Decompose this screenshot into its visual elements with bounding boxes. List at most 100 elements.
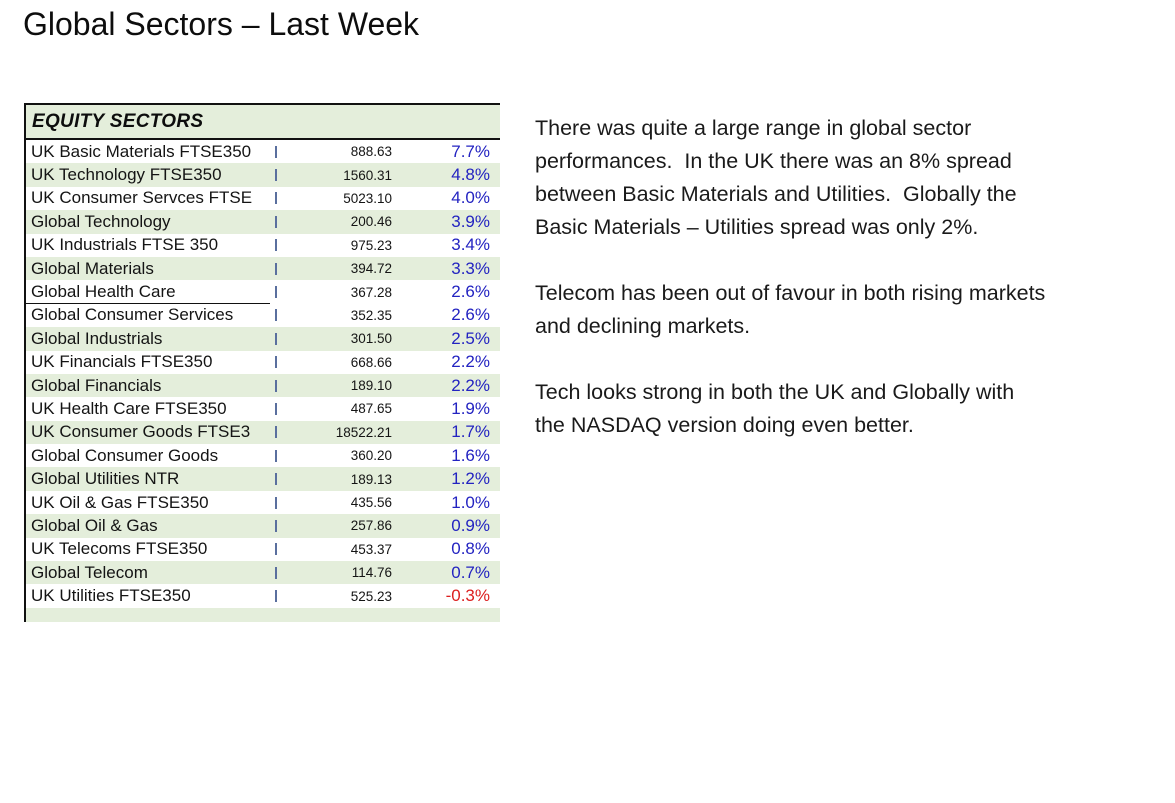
sector-name: Global Materials — [31, 258, 154, 278]
tick-bar-icon — [275, 145, 277, 158]
column-divider-tick-icon — [270, 449, 282, 462]
column-divider-tick-icon — [270, 262, 282, 275]
table-row: Global Oil & Gas 257.86 0.9% — [26, 514, 500, 538]
sector-name: UK Industrials FTSE 350 — [31, 235, 219, 255]
tick-bar-icon — [275, 426, 277, 439]
sector-name: Global Industrials — [31, 328, 163, 348]
weekly-change-percent: -0.3% — [445, 586, 490, 606]
sector-name: Global Consumer Services — [31, 305, 234, 325]
column-divider-tick-icon — [270, 496, 282, 509]
sector-name: UK Health Care FTSE350 — [31, 398, 227, 418]
tick-bar-icon — [275, 519, 277, 532]
index-value: 352.35 — [350, 307, 392, 323]
sector-name: Global Utilities NTR — [31, 469, 180, 489]
tick-bar-icon — [275, 309, 277, 322]
sector-name: Global Health Care — [31, 282, 176, 302]
weekly-change-percent: 3.4% — [451, 235, 490, 255]
sector-name: UK Basic Materials FTSE350 — [31, 141, 252, 161]
column-divider-tick-icon — [270, 192, 282, 205]
tick-bar-icon — [275, 566, 277, 579]
index-value: 114.76 — [351, 565, 392, 581]
sector-name: UK Consumer Servces FTSE — [31, 188, 253, 208]
index-value: 189.10 — [350, 378, 392, 394]
weekly-change-percent: 3.3% — [451, 258, 490, 278]
weekly-change-percent: 0.8% — [451, 539, 490, 559]
weekly-change-percent: 3.9% — [451, 211, 490, 231]
sector-name: UK Financials FTSE350 — [31, 352, 213, 372]
index-value: 360.20 — [350, 448, 392, 464]
index-value: 200.46 — [350, 214, 392, 230]
weekly-change-percent: 1.9% — [451, 398, 490, 418]
column-divider-tick-icon — [270, 356, 282, 369]
table-row: UK Utilities FTSE350 525.23 -0.3% — [26, 584, 500, 608]
tick-bar-icon — [275, 215, 277, 228]
sector-name: Global Oil & Gas — [31, 515, 158, 535]
table-row: UK Industrials FTSE 350 975.23 3.4% — [26, 233, 500, 257]
table-row: Global Technology 200.46 3.9% — [26, 210, 500, 234]
column-divider-tick-icon — [270, 473, 282, 486]
weekly-change-percent: 0.9% — [451, 515, 490, 535]
column-divider-tick-icon — [270, 402, 282, 415]
weekly-change-percent: 1.2% — [451, 469, 490, 489]
index-value: 301.50 — [350, 331, 392, 347]
weekly-change-percent: 1.0% — [451, 492, 490, 512]
index-value: 367.28 — [350, 284, 392, 300]
sector-name: UK Telecoms FTSE350 — [31, 539, 208, 559]
weekly-change-percent: 4.8% — [451, 165, 490, 185]
table-row: UK Telecoms FTSE350 453.37 0.8% — [26, 537, 500, 562]
index-value: 487.65 — [350, 401, 392, 417]
index-value: 888.63 — [350, 144, 392, 160]
sector-name: Global Technology — [31, 211, 171, 231]
commentary-paragraph-2: Telecom has been out of favour in both r… — [535, 281, 1046, 338]
tick-bar-icon — [275, 356, 277, 369]
index-value: 975.23 — [350, 237, 392, 253]
weekly-change-percent: 0.7% — [451, 562, 490, 582]
table-footer-band — [26, 607, 500, 622]
column-divider-tick-icon — [270, 239, 282, 252]
weekly-change-percent: 1.7% — [451, 422, 490, 442]
table-row: UK Basic Materials FTSE350 888.63 7.7% — [26, 140, 500, 164]
table-row: UK Consumer Goods FTSE3 18522.21 1.7% — [26, 420, 500, 445]
tick-bar-icon — [275, 192, 277, 205]
column-divider-tick-icon — [270, 169, 282, 182]
sector-name: UK Oil & Gas FTSE350 — [31, 492, 209, 512]
page-title: Global Sectors – Last Week — [23, 6, 420, 42]
column-divider-tick-icon — [270, 426, 282, 439]
weekly-change-percent: 4.0% — [451, 188, 490, 208]
column-divider-tick-icon — [270, 566, 282, 579]
index-value: 1560.31 — [343, 167, 392, 183]
commentary-text-block: There was quite a large range in global … — [535, 112, 1165, 475]
column-divider-tick-icon — [270, 519, 282, 532]
table-row: Global Materials 394.72 3.3% — [26, 256, 500, 281]
column-divider-tick-icon — [270, 379, 282, 392]
table-row: UK Financials FTSE350 668.66 2.2% — [26, 350, 500, 374]
weekly-change-percent: 2.6% — [451, 305, 490, 325]
table-header: EQUITY SECTORS — [26, 103, 500, 140]
commentary-paragraph-3: Tech looks strong in both the UK and Glo… — [535, 380, 1015, 437]
table-row: UK Consumer Servces FTSE 5023.10 4.0% — [26, 186, 500, 211]
tick-bar-icon — [275, 449, 277, 462]
index-value: 5023.10 — [343, 190, 392, 206]
sector-name: UK Consumer Goods FTSE3 — [31, 422, 251, 442]
tick-bar-icon — [275, 473, 277, 486]
weekly-change-percent: 1.6% — [451, 445, 490, 465]
sector-name: UK Technology FTSE350 — [31, 165, 222, 185]
index-value: 525.23 — [350, 588, 392, 604]
table-row: Global Consumer Services 352.35 2.6% — [26, 303, 500, 328]
index-value: 257.86 — [350, 518, 392, 534]
weekly-change-percent: 7.7% — [451, 141, 490, 161]
table-row: Global Financials 189.10 2.2% — [26, 373, 500, 398]
column-divider-tick-icon — [270, 590, 282, 603]
tick-bar-icon — [275, 286, 277, 299]
tick-bar-icon — [275, 239, 277, 252]
index-value: 394.72 — [350, 261, 392, 277]
sector-name: Global Telecom — [31, 562, 148, 582]
sector-name: Global Financials — [31, 375, 162, 395]
commentary-paragraph-1: There was quite a large range in global … — [535, 116, 1017, 239]
tick-bar-icon — [275, 496, 277, 509]
tick-bar-icon — [275, 543, 277, 556]
column-divider-tick-icon — [270, 145, 282, 158]
column-divider-tick-icon — [270, 309, 282, 322]
column-divider-tick-icon — [270, 543, 282, 556]
table-row: UK Technology FTSE350 1560.31 4.8% — [26, 163, 500, 187]
